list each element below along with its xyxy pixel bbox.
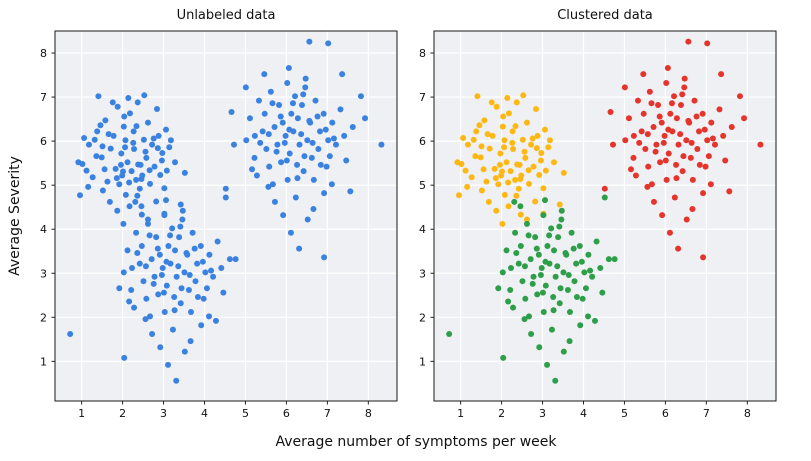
svg-text:3: 3 <box>160 407 167 420</box>
svg-text:7: 7 <box>40 91 47 104</box>
svg-text:2: 2 <box>498 407 505 420</box>
svg-text:6: 6 <box>283 407 290 420</box>
y-axis-label: Average Severity <box>7 156 23 276</box>
svg-text:7: 7 <box>703 407 710 420</box>
svg-text:4: 4 <box>201 407 208 420</box>
svg-text:1: 1 <box>40 355 47 368</box>
svg-text:4: 4 <box>40 223 47 236</box>
plot-title-clustered: Clustered data <box>557 8 653 23</box>
svg-text:6: 6 <box>40 135 47 148</box>
svg-text:8: 8 <box>40 47 47 60</box>
svg-text:2: 2 <box>119 407 126 420</box>
svg-text:8: 8 <box>744 407 751 420</box>
svg-text:7: 7 <box>324 407 331 420</box>
clustered-plot: 1 2 3 4 5 6 7 8 1 2 3 4 5 6 7 8 <box>419 30 777 420</box>
svg-text:1: 1 <box>457 407 464 420</box>
svg-text:3: 3 <box>40 267 47 280</box>
svg-text:5: 5 <box>242 407 249 420</box>
x-axis-label: Average number of symptoms per week <box>275 434 557 450</box>
unlabeled-plot: 1 2 3 4 5 6 7 8 1 2 3 4 5 6 7 8 <box>40 30 398 420</box>
svg-text:8: 8 <box>419 47 426 60</box>
svg-text:5: 5 <box>621 407 628 420</box>
svg-text:2: 2 <box>419 311 426 324</box>
svg-text:3: 3 <box>419 267 426 280</box>
svg-text:6: 6 <box>419 135 426 148</box>
svg-text:2: 2 <box>40 311 47 324</box>
svg-text:8: 8 <box>365 407 372 420</box>
svg-text:5: 5 <box>419 179 426 192</box>
svg-text:7: 7 <box>419 91 426 104</box>
svg-text:3: 3 <box>539 407 546 420</box>
plot-title-unlabeled: Unlabeled data <box>176 8 276 23</box>
svg-text:1: 1 <box>78 407 85 420</box>
svg-text:1: 1 <box>419 355 426 368</box>
svg-text:5: 5 <box>40 179 47 192</box>
svg-text:4: 4 <box>580 407 587 420</box>
svg-text:6: 6 <box>662 407 669 420</box>
svg-text:4: 4 <box>419 223 426 236</box>
